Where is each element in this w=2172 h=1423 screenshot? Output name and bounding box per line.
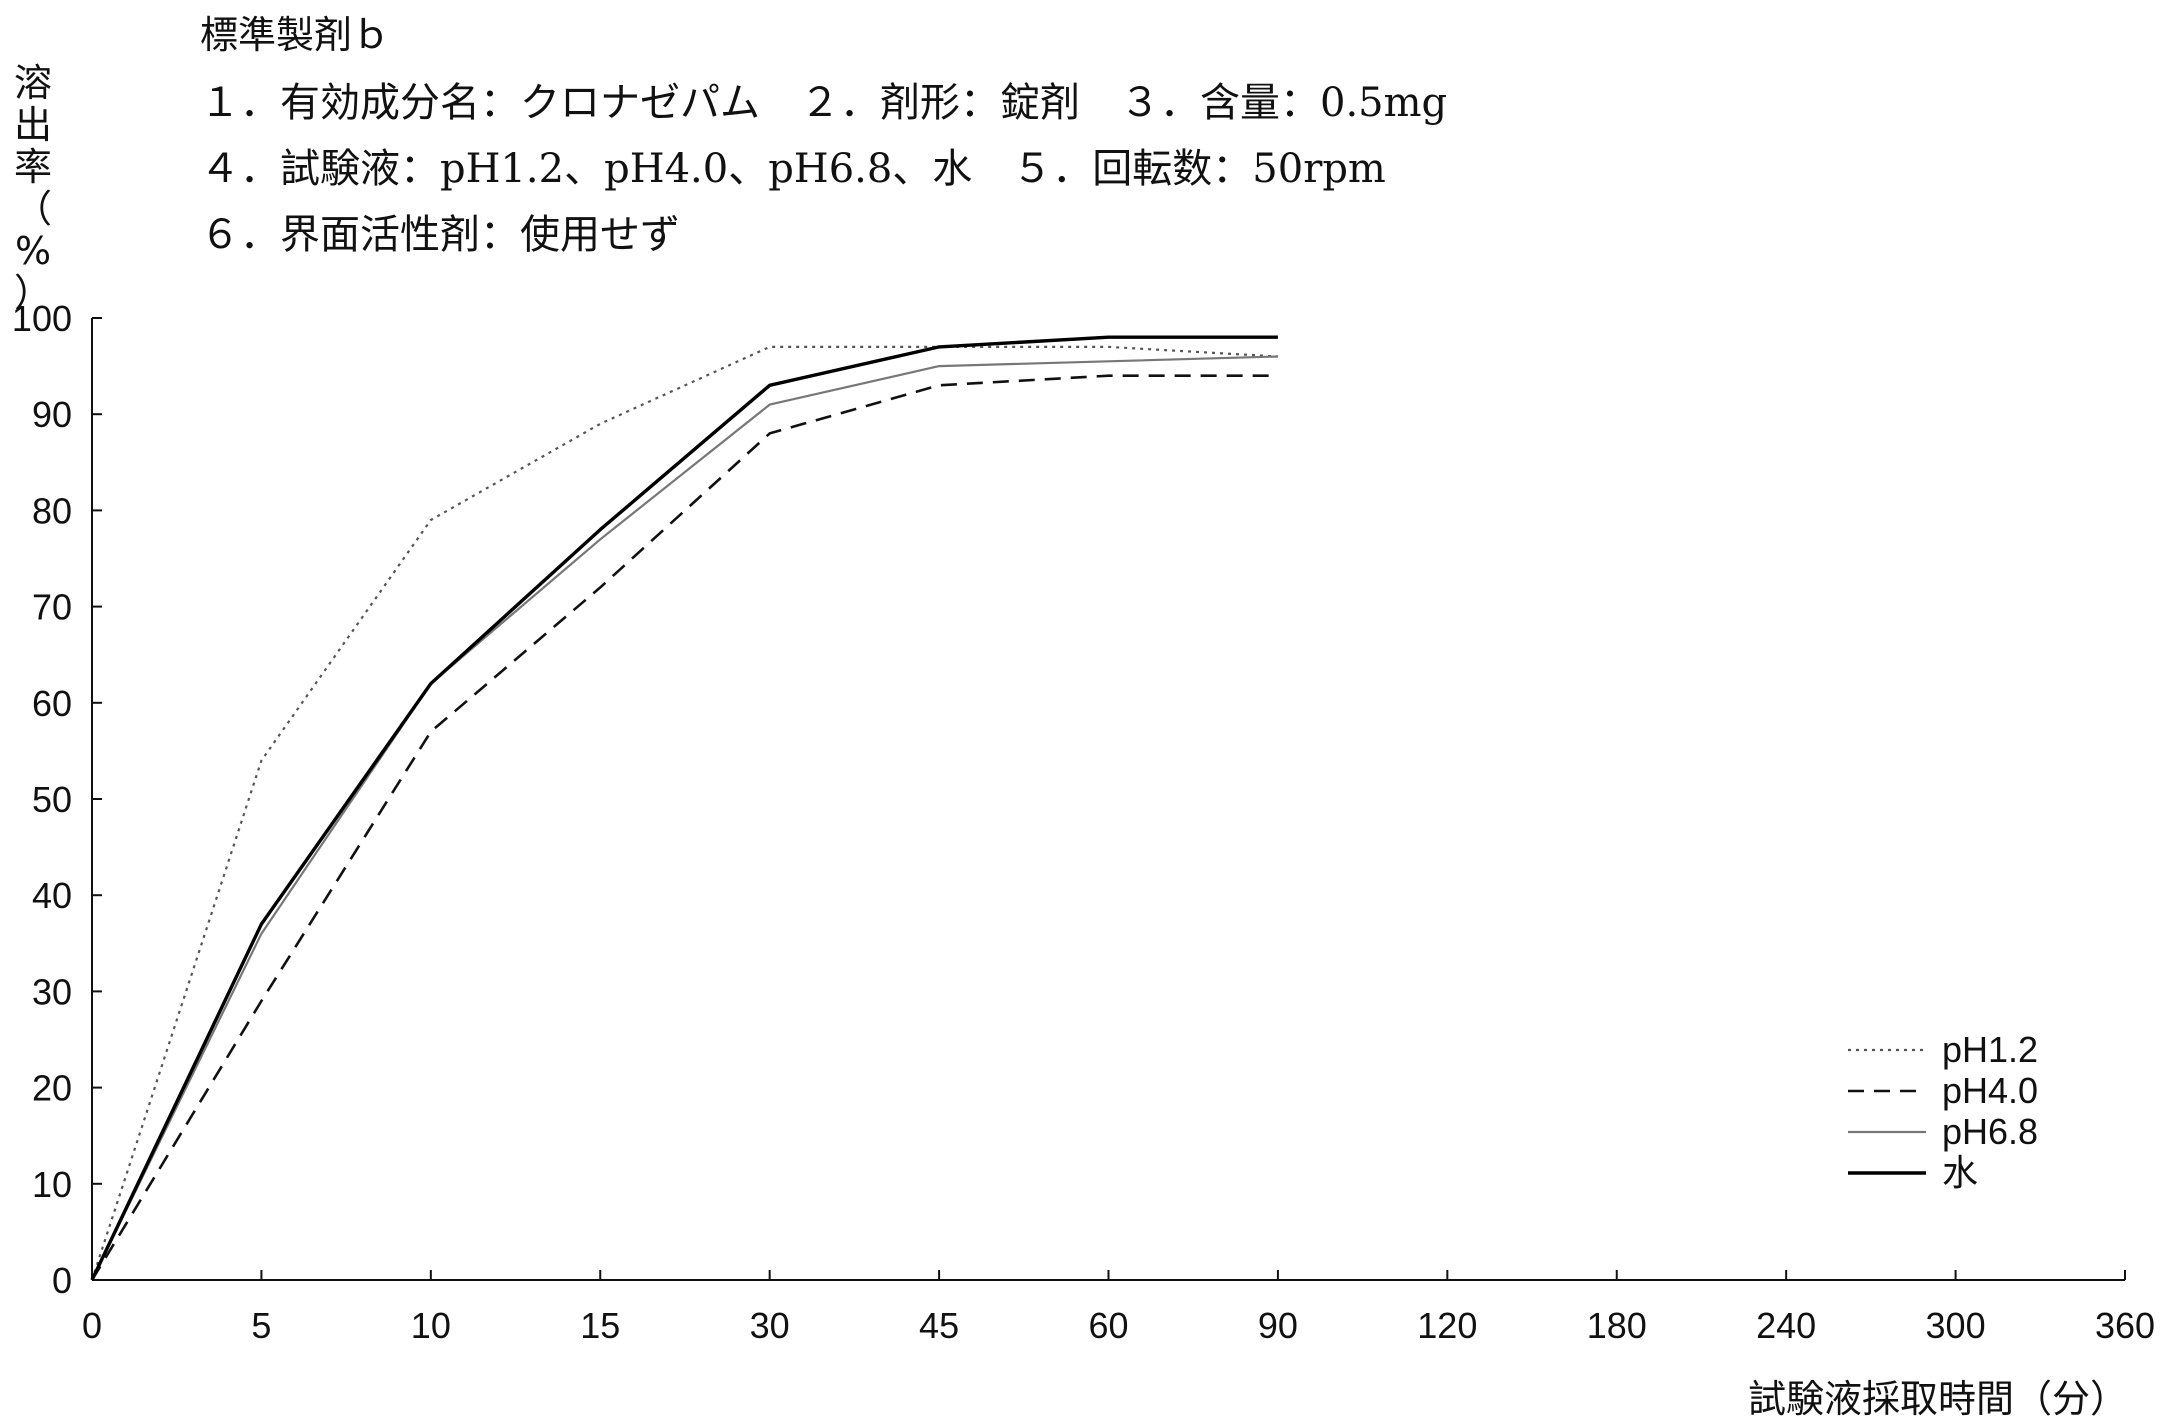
legend-label: pH1.2: [1942, 1029, 2038, 1070]
x-tick-label: 180: [1587, 1305, 1647, 1346]
x-tick-label: 30: [750, 1305, 790, 1346]
x-axis-label: 試験液採取時間（分）: [1747, 1377, 2128, 1421]
y-tick-label: 90: [32, 394, 72, 435]
y-tick-label: 50: [32, 779, 72, 820]
y-axis-label-char: 率: [13, 145, 52, 189]
x-tick-label: 120: [1417, 1305, 1477, 1346]
legend-label: pH6.8: [1942, 1111, 2038, 1152]
series-line-水: [90, 335, 1278, 1281]
y-axis-label-char: ）: [13, 271, 52, 315]
y-tick-label: 70: [32, 587, 72, 628]
info-line-3: ６．界面活性剤：使用せず: [200, 212, 680, 258]
y-tick-label: 40: [32, 875, 72, 916]
x-tick-label: 0: [82, 1305, 102, 1346]
series-line-pH1.2: [90, 345, 1278, 1281]
x-tick-label: 10: [411, 1305, 451, 1346]
series-layer: [90, 335, 1278, 1281]
y-tick-label: 10: [32, 1164, 72, 1205]
y-axis-label-char: %: [14, 229, 52, 273]
x-tick-label: 45: [919, 1305, 959, 1346]
x-tick-label: 90: [1258, 1305, 1298, 1346]
y-axis-label-char: 溶: [13, 61, 52, 105]
x-tick-label: 15: [580, 1305, 620, 1346]
legend-label: 水: [1942, 1152, 1978, 1193]
series-line-pH6.8: [91, 355, 1278, 1281]
x-tick-label: 360: [2095, 1305, 2155, 1346]
y-tick-label: 0: [52, 1260, 72, 1301]
y-tick-label: 100: [12, 298, 72, 339]
info-line-2: ４．試験液：pH1.2、pH4.0、pH6.8、水 ５．回転数：50rpm: [200, 146, 1386, 192]
y-tick-label: 30: [32, 971, 72, 1012]
series-line-pH4.0: [90, 374, 1278, 1281]
y-axis-label-char: 出: [13, 103, 52, 147]
info-title: 標準製剤ｂ: [200, 13, 391, 57]
info-line-1: １．有効成分名：クロナゼパム ２．剤形：錠剤 ３．含量：0.5mg: [200, 80, 1448, 126]
x-tick-label: 5: [251, 1305, 271, 1346]
legend-label: pH4.0: [1942, 1070, 2038, 1111]
x-tick-label: 240: [1756, 1305, 1816, 1346]
x-tick-label: 300: [1926, 1305, 1986, 1346]
y-axis-label-char: （: [13, 187, 52, 231]
y-tick-label: 80: [32, 490, 72, 531]
y-axis-label: 溶 出 率 （ % ）: [8, 62, 58, 314]
y-tick-label: 60: [32, 683, 72, 724]
axes: 0 10 20 30 40 50 60 70 80 90 100 0 5 10 15 30 45 60 90 120 1…: [12, 298, 2155, 1346]
x-tick-label: 60: [1088, 1305, 1128, 1346]
y-tick-label: 20: [32, 1068, 72, 1109]
